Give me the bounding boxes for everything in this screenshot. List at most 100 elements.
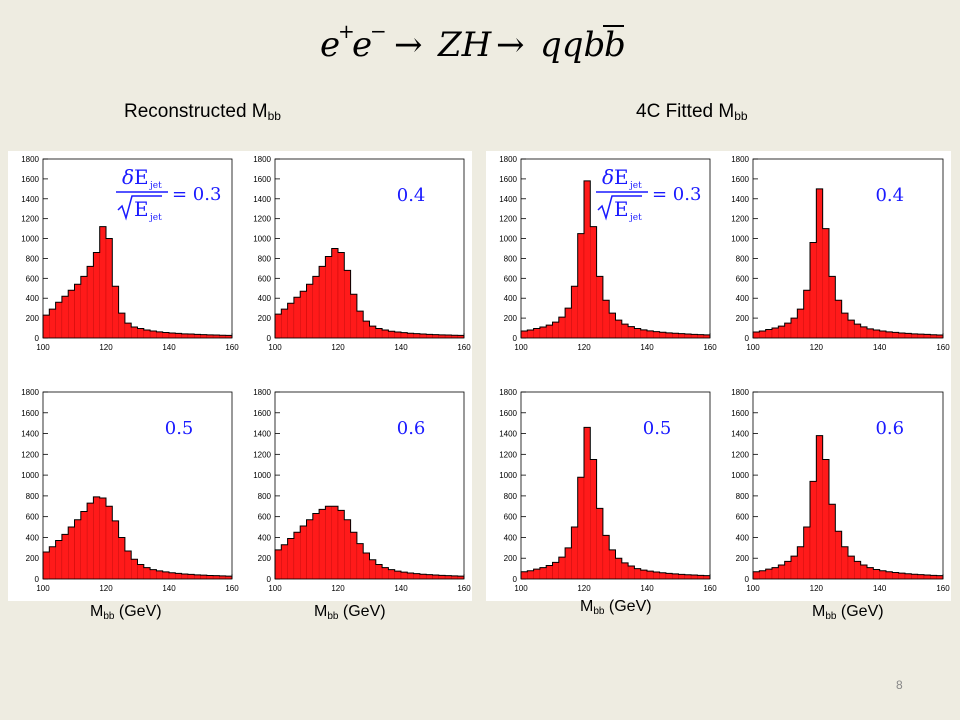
histogram-bin	[778, 564, 785, 580]
histogram-bin	[646, 570, 654, 580]
y-tick-label: 1600	[21, 175, 39, 184]
x-tick-label: 160	[225, 343, 239, 352]
y-tick-label: 1000	[253, 471, 271, 480]
right-title-main: 4C Fitted M	[636, 101, 735, 122]
histogram-bin	[860, 564, 868, 580]
y-tick-label: 200	[504, 554, 518, 563]
histogram-bin	[99, 497, 107, 580]
histogram-bin	[571, 526, 578, 580]
histogram-bin	[337, 510, 345, 580]
histogram-bin	[350, 532, 358, 580]
res-delta: δ	[122, 165, 134, 189]
histogram-bin	[312, 276, 320, 339]
y-tick-label: 0	[745, 575, 750, 584]
histogram-bin	[93, 252, 100, 339]
histogram-bin	[527, 570, 534, 580]
plot-frame	[42, 158, 233, 339]
histogram-bin	[835, 531, 842, 580]
plot-frame	[520, 158, 711, 339]
y-tick-label: 0	[35, 334, 40, 343]
y-tick-label: 1800	[253, 155, 271, 164]
histogram-bin	[194, 574, 201, 580]
y-tick-label: 800	[504, 254, 518, 263]
histogram-bin	[293, 297, 301, 339]
y-tick-label: 800	[736, 254, 750, 263]
histogram-bin	[118, 312, 126, 339]
histogram-bin	[822, 459, 830, 580]
histogram-bin	[797, 309, 804, 339]
y-tick-label: 1000	[731, 471, 749, 480]
histogram-bin	[634, 568, 641, 580]
y-tick-label: 1400	[731, 430, 749, 439]
x-tick-label: 160	[703, 343, 717, 352]
histogram-bin	[400, 332, 408, 339]
page-number: 8	[896, 678, 903, 692]
x-tick-label: 100	[36, 343, 50, 352]
y-tick-label: 1600	[731, 175, 749, 184]
histogram-bin	[759, 570, 766, 580]
histogram-bin	[112, 520, 119, 580]
histogram-bin	[659, 332, 667, 339]
histogram-bin	[42, 314, 50, 339]
histogram-bin	[784, 561, 792, 580]
x-tick-label: 100	[268, 584, 282, 593]
x-tick-label: 140	[873, 584, 887, 593]
histogram-bin	[552, 562, 559, 580]
resolution-label: 0.6	[397, 418, 426, 439]
histogram-bin	[911, 574, 918, 580]
histogram-bin	[678, 333, 685, 339]
histogram-bin	[118, 537, 126, 580]
formula-zh: ZH	[437, 25, 493, 65]
histogram-bin	[533, 328, 541, 339]
histogram-bin	[615, 319, 622, 339]
histogram-bin	[609, 549, 616, 580]
x-tick-label: 120	[577, 343, 591, 352]
histogram-bin	[419, 574, 427, 580]
histogram-outline	[520, 180, 711, 338]
histogram-bin	[923, 334, 931, 339]
res2-eq: = 0.3	[652, 184, 701, 205]
histogram-bin	[615, 558, 622, 580]
histogram-bin	[112, 286, 119, 339]
histogram-bin	[923, 574, 931, 580]
histogram-bin	[432, 574, 439, 580]
histogram-bin	[187, 574, 195, 580]
y-tick-label: 800	[258, 254, 272, 263]
histogram-bin	[55, 540, 63, 580]
y-tick-label: 1400	[499, 430, 517, 439]
histogram-bin	[752, 571, 760, 580]
histogram-bin	[697, 575, 704, 580]
y-tick-label: 800	[504, 492, 518, 501]
y-tick-label: 1800	[731, 155, 749, 164]
histogram-bin	[149, 569, 157, 580]
y-tick-label: 600	[736, 274, 750, 283]
histogram-bin	[854, 323, 861, 339]
resolution-label: 0.6	[875, 418, 904, 439]
histogram-bin	[287, 538, 295, 580]
histogram-bin	[143, 567, 151, 580]
right-panel-background	[486, 151, 951, 601]
histogram-bin	[407, 572, 414, 580]
res-jet: jet	[149, 181, 162, 191]
histogram-bin	[394, 331, 402, 339]
histogram-bin	[822, 228, 830, 339]
y-tick-label: 1400	[731, 195, 749, 204]
histogram-bin	[596, 276, 604, 339]
histogram-bin	[828, 276, 836, 339]
x-tick-label: 140	[394, 584, 408, 593]
histogram-bin	[904, 573, 912, 580]
histogram-bin	[665, 573, 673, 580]
res2-delta: δ	[602, 165, 614, 189]
x-tick-label: 140	[873, 343, 887, 352]
histogram-bin	[413, 573, 421, 580]
histogram-bin	[55, 302, 63, 339]
histogram-bin	[49, 546, 56, 580]
histogram-bin	[344, 270, 351, 339]
histogram-bin	[426, 574, 433, 580]
histogram-bin	[828, 504, 836, 580]
histogram-bin	[194, 334, 201, 339]
histogram-bin	[281, 309, 288, 339]
y-tick-label: 600	[26, 274, 40, 283]
histogram-bin	[318, 509, 326, 580]
histogram-bin	[854, 561, 861, 580]
